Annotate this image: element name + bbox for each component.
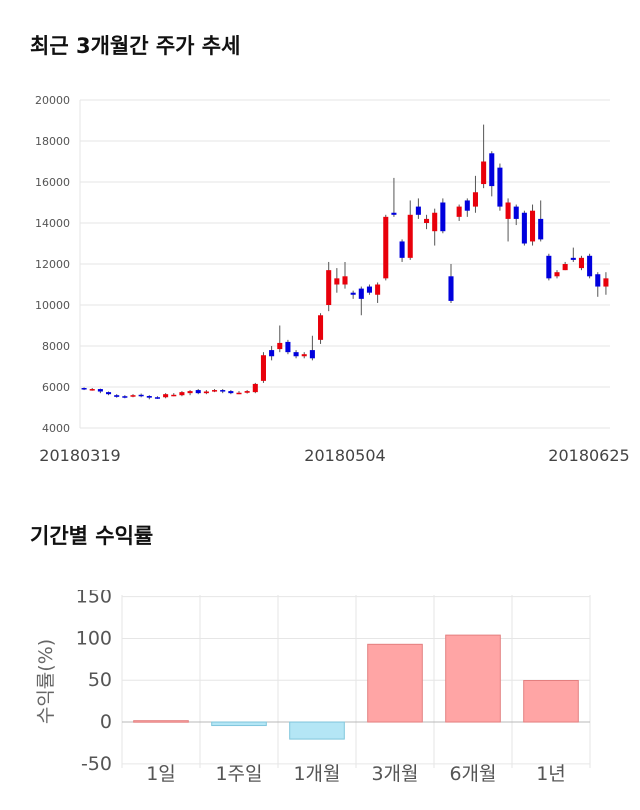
candle-body bbox=[530, 210, 536, 242]
candle-body bbox=[277, 342, 283, 350]
candle-body bbox=[391, 212, 397, 215]
period-return-title: 기간별 수익률 bbox=[30, 524, 154, 548]
candle-body bbox=[163, 394, 169, 398]
candle-body bbox=[505, 202, 511, 219]
candle-body bbox=[138, 394, 144, 397]
candle-body bbox=[114, 395, 120, 397]
candle-body bbox=[212, 390, 218, 392]
candle-body bbox=[415, 206, 421, 215]
candle-y-tick-label: 4000 bbox=[42, 422, 70, 435]
candle-x-tick-label: 20180504 bbox=[304, 446, 385, 465]
candle-body bbox=[220, 390, 226, 392]
candle-body bbox=[171, 394, 177, 397]
candle-body bbox=[489, 153, 495, 187]
candle-body bbox=[456, 206, 462, 217]
candle-x-tick-label: 20180625 bbox=[548, 446, 629, 465]
candle-body bbox=[326, 270, 332, 305]
candle-body bbox=[309, 350, 315, 359]
candle-body bbox=[187, 391, 193, 394]
candle-body bbox=[562, 264, 568, 271]
candle-body bbox=[399, 241, 405, 258]
candle-body bbox=[521, 212, 527, 244]
return-bar bbox=[445, 634, 501, 723]
return-bar bbox=[133, 720, 189, 723]
candle-body bbox=[424, 218, 430, 223]
candle-body bbox=[375, 284, 381, 295]
candle-body bbox=[179, 392, 185, 396]
candle-y-tick-label: 6000 bbox=[42, 381, 70, 394]
candle-body bbox=[81, 388, 87, 390]
period-return-bar-chart: -50 0 50 100 150 1일 1주일 1개월 3개월 6개월 1년 수익률(%) bbox=[35, 590, 591, 785]
candle-body bbox=[252, 383, 258, 393]
return-x-tick-label: 3개월 bbox=[371, 763, 418, 785]
candle-body bbox=[570, 257, 576, 260]
candle-body bbox=[146, 396, 152, 398]
candle-body bbox=[236, 392, 242, 395]
candle-body bbox=[554, 272, 560, 277]
candle-body bbox=[464, 200, 470, 211]
candle-body bbox=[334, 278, 340, 285]
candle-body bbox=[497, 167, 503, 207]
candle-body bbox=[203, 391, 209, 394]
candle-body bbox=[301, 354, 307, 357]
return-bar bbox=[523, 679, 579, 723]
candle-body bbox=[350, 292, 356, 295]
candle-x-tick-label: 20180319 bbox=[39, 446, 120, 465]
candle-body bbox=[407, 214, 413, 258]
candle-y-tick-label: 18000 bbox=[35, 135, 70, 148]
candle-body bbox=[195, 390, 201, 394]
candle-body bbox=[383, 216, 389, 279]
candle-body bbox=[285, 341, 291, 353]
candle-y-tick-label: 10000 bbox=[35, 299, 70, 312]
candle-body bbox=[97, 389, 103, 392]
return-y-tick-label: -50 bbox=[81, 753, 112, 775]
candle-body bbox=[366, 286, 372, 293]
candle-y-tick-label: 16000 bbox=[35, 176, 70, 189]
return-y-tick-label: 150 bbox=[76, 590, 112, 608]
return-bar bbox=[289, 721, 345, 740]
candle-y-tick-label: 14000 bbox=[35, 217, 70, 230]
candle-y-tick-label: 20000 bbox=[35, 94, 70, 107]
price-trend-title: 최근 3개월간 주가 추세 bbox=[30, 34, 241, 58]
candle-body bbox=[89, 389, 95, 391]
candle-body bbox=[293, 352, 299, 357]
candle-body bbox=[472, 192, 478, 207]
return-x-tick-label: 1년 bbox=[536, 763, 566, 785]
price-candlestick-chart: 4000 6000 8000 10000 12000 14000 16000 18000 200… bbox=[35, 94, 630, 465]
candle-body bbox=[342, 276, 348, 285]
candle-body bbox=[106, 392, 112, 395]
candle-body bbox=[481, 161, 487, 185]
candle-body bbox=[358, 288, 364, 299]
candle-body bbox=[440, 202, 446, 232]
return-y-tick-label: 0 bbox=[100, 711, 112, 733]
return-y-tick-label: 50 bbox=[88, 669, 112, 691]
candle-body bbox=[318, 315, 324, 340]
candle-body bbox=[228, 391, 234, 394]
candle-y-tick-label: 8000 bbox=[42, 340, 70, 353]
candle-body bbox=[538, 218, 544, 240]
candle-body bbox=[154, 397, 160, 399]
return-bar bbox=[367, 643, 423, 723]
candle-body bbox=[546, 255, 552, 279]
candle-body bbox=[578, 257, 584, 269]
candle-body bbox=[587, 255, 593, 277]
candle-y-tick-label: 12000 bbox=[35, 258, 70, 271]
return-x-tick-label: 6개월 bbox=[449, 763, 496, 785]
candle-body bbox=[595, 274, 601, 287]
return-x-tick-label: 1주일 bbox=[215, 763, 262, 785]
candle-body bbox=[260, 355, 266, 381]
candle-body bbox=[603, 278, 609, 287]
return-x-tick-label: 1개월 bbox=[293, 763, 340, 785]
candle-body bbox=[122, 396, 128, 398]
return-bar bbox=[211, 721, 267, 727]
return-y-axis-label: 수익률(%) bbox=[35, 639, 57, 724]
candle-body bbox=[130, 395, 136, 397]
candle-body bbox=[269, 350, 275, 357]
candle-body bbox=[513, 206, 519, 219]
candle-body bbox=[432, 212, 438, 232]
candle-body bbox=[244, 391, 250, 393]
return-y-tick-label: 100 bbox=[76, 627, 112, 649]
return-x-tick-label: 1일 bbox=[146, 763, 176, 785]
candle-body bbox=[448, 276, 454, 301]
